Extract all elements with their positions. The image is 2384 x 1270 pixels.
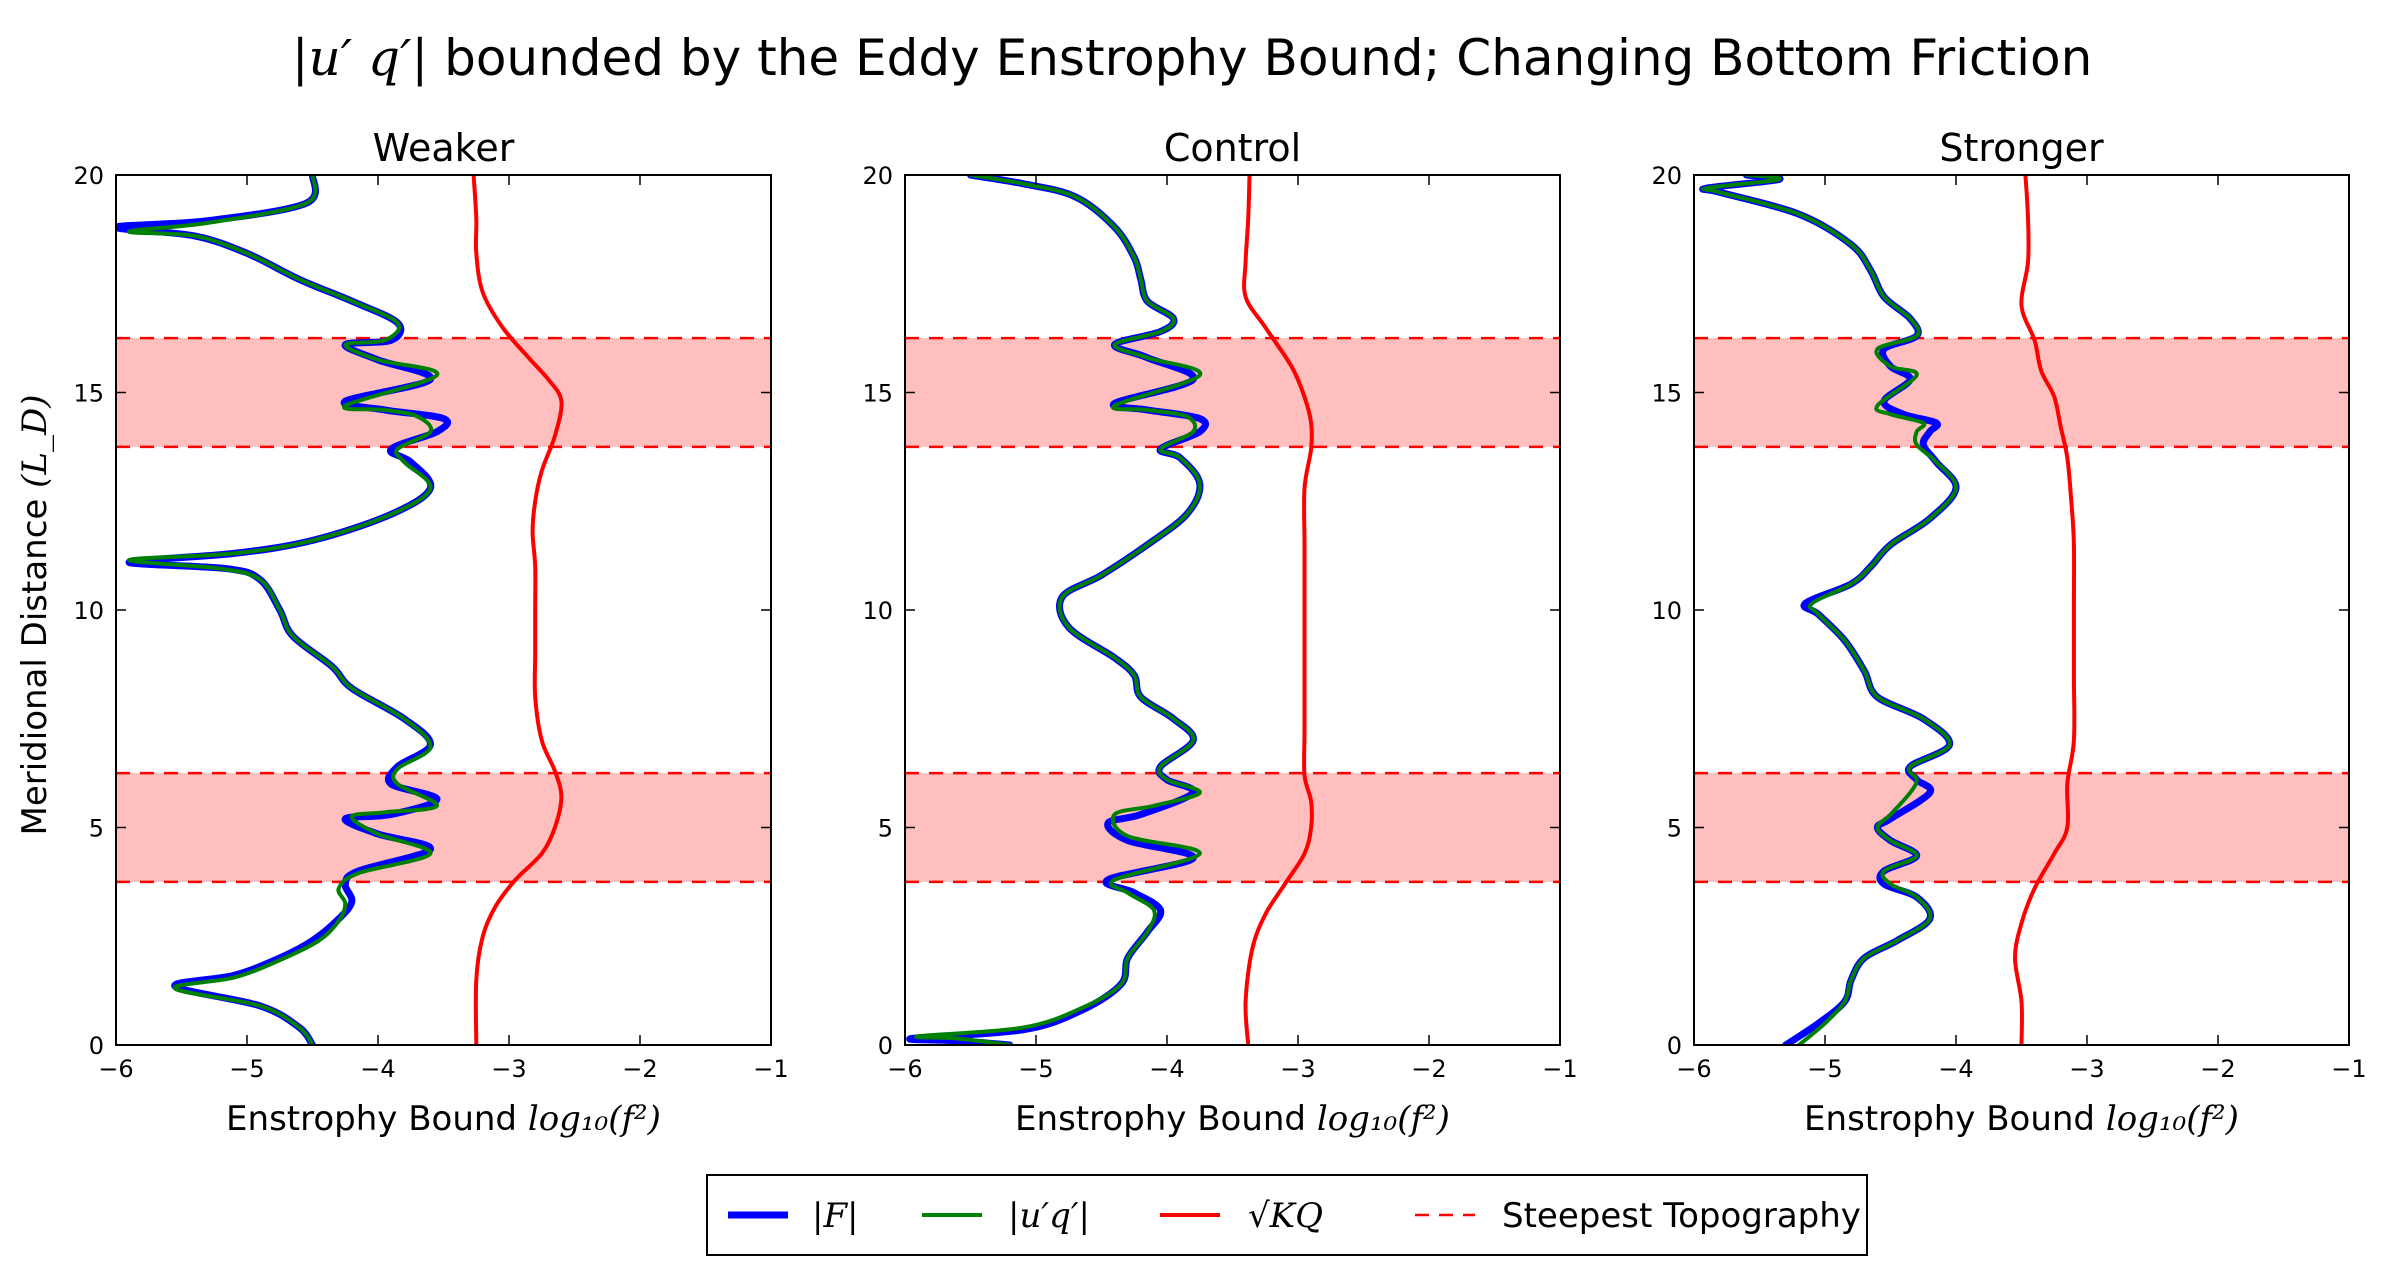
legend-entry-f: |F| [728,1196,859,1236]
panel-control-xtick-label-2: −4 [1149,1055,1184,1083]
panel-weaker-line-uq [127,175,440,1045]
figure-title-text: bounded by the Eddy Enstrophy Bound; Cha… [428,29,2092,87]
panel-weaker-xtick-label-4: −2 [622,1055,657,1083]
panel-control-ytick-label-4: 20 [862,162,893,190]
ylabel-unit: (L_D) [15,395,55,488]
panel-stronger-series [1699,175,2077,1045]
panel-weaker-ytick-label-4: 20 [73,162,104,190]
panel-stronger-line-kq [2013,175,2077,1045]
panel-control-ytick-label-3: 15 [862,380,893,408]
legend-label-topo: Steepest Topography [1502,1196,1861,1236]
panel-control-xlabel-text: Enstrophy Bound [1015,1099,1317,1139]
panel-control: −6 −5 −4 −3 −2 −1 0 5 10 15 20 Control Enstrophy Bou… [862,126,1577,1139]
legend-frame [706,1174,1868,1256]
panel-control-xtick-label-0: −6 [887,1055,922,1083]
panel-weaker-xtick-label-0: −6 [98,1055,133,1083]
panel-weaker-topography-band-0 [116,773,771,882]
panel-weaker-xtick-label-1: −5 [229,1055,264,1083]
legend-entry-uq: |u′q′| [922,1196,1090,1236]
legend-entry-kq: √KQ [1160,1196,1323,1236]
panel-control-ytick-label-2: 10 [862,597,893,625]
panel-weaker-ytick-label-2: 10 [73,597,104,625]
figure-title-math: |u′ q′| [292,29,429,87]
legend-label-uq: |u′q′| [1008,1196,1090,1236]
panel-control-xlabel: Enstrophy Bound log₁₀(f²) [1015,1099,1450,1139]
panel-control-ytick-label-1: 5 [878,815,893,843]
panel-stronger-xtick-label-1: −5 [1807,1055,1842,1083]
legend-label-kq: √KQ [1248,1196,1323,1236]
legend-entry-topo: Steepest Topography [1415,1196,1861,1236]
panel-stronger-xtick-label-0: −6 [1676,1055,1711,1083]
panels: −6 −5 −4 −3 −2 −1 0 5 10 15 20 Weaker Enstrophy Boun… [73,126,2366,1139]
panel-control-line-kq [1242,175,1314,1045]
panel-stronger-xlabel-math: log₁₀(f²) [2106,1099,2239,1139]
ylabel-text: Meridional Distance [15,499,55,836]
panel-weaker-line-kq [471,175,564,1045]
panel-control-series [906,175,1314,1045]
panel-stronger-xtick-label-2: −4 [1938,1055,1973,1083]
svg-text:|u′ q′| bounded by the Eddy En: |u′ q′| bounded by the Eddy Enstrophy Bo… [292,29,2093,87]
panel-control-xtick-label-5: −1 [1542,1055,1577,1083]
y-axis-label: Meridional Distance (L_D) [15,395,55,836]
panel-weaker-ytick-label-1: 5 [89,815,104,843]
panel-stronger-xlabel-text: Enstrophy Bound [1804,1099,2106,1139]
legend: |F| |u′q′| √KQ Steepest Topography [706,1174,1868,1256]
figure-title: |u′ q′| bounded by the Eddy Enstrophy Bo… [292,29,2093,87]
panel-control-topography-band-1 [905,338,1560,447]
panel-weaker-xlabel-text: Enstrophy Bound [226,1099,528,1139]
panel-stronger-topography-band-0 [1694,773,2349,882]
panel-control-title: Control [1164,126,1301,170]
panel-weaker-series [116,175,564,1045]
panel-stronger-xtick-label-5: −1 [2331,1055,2366,1083]
panel-weaker-plot-area [116,175,771,1045]
panel-stronger-line-uq [1700,175,1958,1045]
panel-control-topography-band-0 [905,773,1560,882]
panel-control-plot-area [905,175,1560,1045]
legend-label-f: |F| [812,1196,859,1236]
panel-stronger-xlabel: Enstrophy Bound log₁₀(f²) [1804,1099,2239,1139]
panel-weaker: −6 −5 −4 −3 −2 −1 0 5 10 15 20 Weaker Enstrophy Boun… [73,126,788,1139]
panel-weaker-xtick-label-5: −1 [753,1055,788,1083]
panel-weaker-ytick-label-3: 15 [73,380,104,408]
panel-stronger-ytick-label-2: 10 [1651,597,1682,625]
panel-control-xlabel-math: log₁₀(f²) [1317,1099,1450,1139]
panel-stronger: −6 −5 −4 −3 −2 −1 0 5 10 15 20 Stronger Enstrophy Bo… [1651,126,2366,1139]
panel-weaker-xtick-label-2: −4 [360,1055,395,1083]
panel-control-line-uq [914,175,1202,1045]
panel-control-xtick-label-4: −2 [1411,1055,1446,1083]
panel-weaker-title: Weaker [373,126,515,170]
panel-control-xtick-label-1: −5 [1018,1055,1053,1083]
panel-stronger-ytick-label-0: 0 [1667,1032,1682,1060]
panel-weaker-xlabel-math: log₁₀(f²) [528,1099,661,1139]
panel-weaker-ytick-label-0: 0 [89,1032,104,1060]
panel-stronger-ytick-label-3: 15 [1651,380,1682,408]
panel-stronger-topography-band-1 [1694,338,2349,447]
panel-stronger-xtick-label-3: −3 [2069,1055,2104,1083]
panel-stronger-ytick-label-1: 5 [1667,815,1682,843]
panel-weaker-xtick-label-3: −3 [491,1055,526,1083]
svg-text:Meridional Distance (L_D): Meridional Distance (L_D) [15,395,55,836]
panel-stronger-title: Stronger [1939,126,2104,170]
panel-stronger-xtick-label-4: −2 [2200,1055,2235,1083]
panel-stronger-ytick-label-4: 20 [1651,162,1682,190]
panel-control-ytick-label-0: 0 [878,1032,893,1060]
panel-weaker-xlabel: Enstrophy Bound log₁₀(f²) [226,1099,661,1139]
panel-control-xtick-label-3: −3 [1280,1055,1315,1083]
